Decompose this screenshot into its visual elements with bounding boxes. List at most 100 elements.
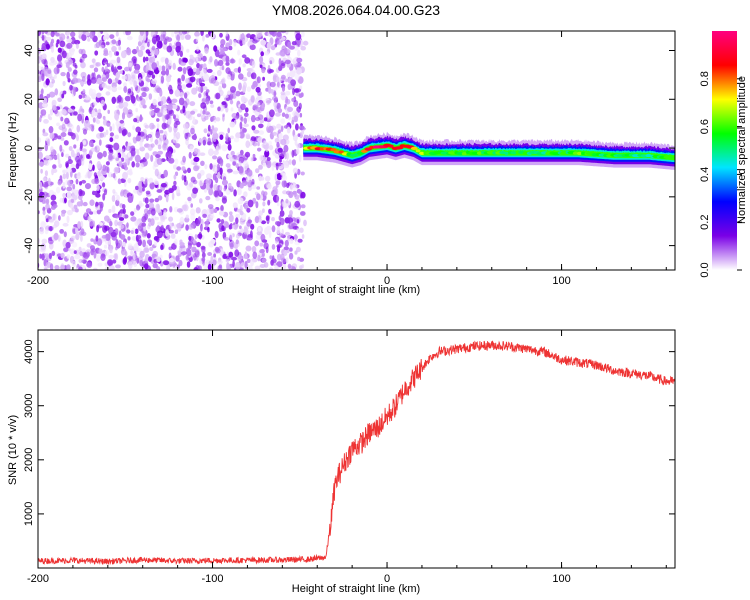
- noise-speckle: [80, 61, 86, 69]
- noise-speckle: [173, 121, 178, 129]
- noise-speckle: [52, 104, 57, 111]
- noise-speckle: [39, 253, 42, 259]
- noise-speckle: [220, 48, 225, 53]
- noise-speckle: [289, 247, 293, 252]
- noise-speckle: [210, 182, 214, 189]
- noise-speckle: [195, 35, 199, 43]
- noise-speckle: [276, 31, 282, 40]
- noise-speckle: [44, 229, 49, 235]
- noise-speckle: [227, 168, 233, 173]
- noise-speckle: [39, 116, 42, 123]
- noise-speckle: [60, 137, 65, 141]
- snr-clip-group: [38, 340, 675, 566]
- noise-speckle: [48, 177, 51, 185]
- noise-speckle: [127, 132, 132, 138]
- noise-speckle: [41, 238, 48, 244]
- noise-speckle: [259, 155, 264, 161]
- noise-speckle: [204, 47, 209, 54]
- noise-speckle: [217, 265, 223, 270]
- noise-speckle: [240, 228, 244, 234]
- noise-speckle: [207, 252, 213, 256]
- noise-speckle: [205, 177, 212, 186]
- noise-speckle: [253, 129, 260, 134]
- noise-speckle: [66, 209, 73, 216]
- noise-speckle: [246, 33, 252, 38]
- noise-speckle: [283, 180, 287, 187]
- noise-speckle: [115, 72, 121, 79]
- noise-speckle: [206, 208, 211, 216]
- noise-speckle: [280, 217, 285, 226]
- noise-speckle: [267, 183, 272, 190]
- noise-speckle: [76, 174, 82, 179]
- noise-speckle: [168, 229, 174, 234]
- noise-speckle: [261, 258, 267, 263]
- noise-speckle: [243, 123, 250, 128]
- noise-speckle: [133, 58, 137, 67]
- noise-speckle: [187, 68, 194, 77]
- noise-speckle: [250, 258, 254, 267]
- noise-speckle: [295, 33, 302, 41]
- noise-speckle: [184, 132, 188, 140]
- signal-peak: [504, 151, 509, 155]
- noise-speckle: [73, 195, 78, 201]
- noise-speckle: [261, 102, 266, 109]
- noise-speckle: [109, 248, 113, 254]
- noise-speckle: [254, 111, 260, 117]
- noise-speckle: [92, 101, 98, 106]
- noise-speckle: [214, 231, 219, 239]
- noise-speckle: [139, 250, 145, 258]
- noise-speckle: [257, 142, 260, 147]
- noise-speckle: [96, 119, 101, 125]
- noise-speckle: [63, 231, 67, 238]
- noise-speckle: [175, 131, 181, 140]
- noise-speckle: [56, 39, 60, 45]
- noise-speckle: [138, 34, 143, 42]
- noise-speckle: [141, 91, 147, 98]
- noise-speckle: [260, 39, 267, 46]
- noise-speckle: [145, 190, 151, 195]
- noise-speckle: [63, 140, 69, 146]
- noise-speckle: [160, 31, 167, 36]
- noise-speckle: [219, 134, 224, 140]
- noise-speckle: [169, 206, 173, 213]
- noise-speckle: [189, 181, 194, 188]
- noise-speckle: [91, 109, 96, 117]
- noise-speckle: [268, 89, 274, 94]
- noise-speckle: [38, 181, 43, 190]
- noise-speckle: [243, 255, 248, 259]
- x-tick-label: -200: [27, 275, 49, 287]
- y-tick-label: 2000: [23, 448, 35, 472]
- noise-speckle: [66, 264, 71, 270]
- noise-speckle: [127, 109, 133, 115]
- noise-speckle: [127, 243, 133, 250]
- noise-speckle: [273, 89, 277, 98]
- snr-y-ticks: 1000 2000 3000 4000: [23, 339, 675, 526]
- noise-speckle: [95, 193, 101, 198]
- noise-speckle: [55, 32, 60, 37]
- noise-speckle: [121, 112, 126, 120]
- snr-y-label: SNR (10 * v/v): [7, 415, 19, 485]
- noise-speckle: [156, 34, 161, 43]
- noise-speckle: [112, 123, 115, 132]
- noise-speckle: [130, 216, 137, 222]
- noise-speckle: [234, 249, 240, 257]
- noise-speckle: [266, 100, 271, 104]
- noise-speckle: [159, 89, 163, 97]
- noise-speckle: [122, 257, 127, 265]
- noise-speckle: [133, 69, 140, 74]
- noise-speckle: [159, 226, 165, 231]
- noise-speckle: [184, 92, 188, 99]
- noise-speckle: [161, 65, 166, 72]
- noise-speckle: [285, 198, 289, 204]
- noise-speckle: [38, 102, 44, 109]
- noise-speckle: [235, 233, 240, 239]
- noise-speckle: [72, 183, 76, 190]
- noise-speckle: [219, 185, 223, 192]
- noise-speckle: [189, 54, 194, 59]
- noise-speckle: [193, 148, 199, 154]
- noise-speckle: [247, 199, 254, 208]
- noise-speckle: [291, 97, 295, 102]
- noise-speckle: [235, 261, 241, 270]
- noise-speckle: [171, 192, 175, 201]
- noise-speckle: [284, 59, 291, 65]
